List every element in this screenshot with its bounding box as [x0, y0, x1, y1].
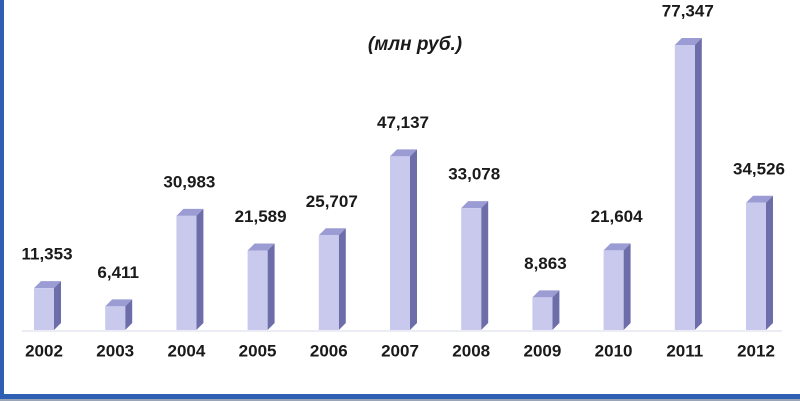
bar [461, 208, 482, 330]
bar-side [552, 290, 560, 330]
x-tick-label: 2007 [381, 341, 419, 360]
bar-top [532, 290, 560, 298]
x-tick-label: 2002 [25, 341, 63, 360]
data-label: 11,353 [21, 245, 72, 264]
bar-top [746, 195, 773, 203]
frame-bottom [0, 394, 800, 399]
bar-side [267, 243, 275, 330]
data-label: 33,078 [448, 165, 500, 184]
subtitle: (млн руб.) [368, 34, 462, 55]
x-tick-label: 2012 [737, 341, 775, 360]
bar-side [481, 201, 489, 330]
bar [105, 306, 126, 330]
bar-side [766, 195, 773, 330]
bar [746, 202, 766, 330]
data-label: 6,411 [97, 263, 139, 282]
bar [247, 250, 268, 330]
data-label: 21,589 [235, 207, 287, 226]
bar-top [34, 281, 61, 289]
bar-top [318, 228, 346, 236]
data-label: 21,604 [591, 207, 644, 226]
bar-top [674, 38, 702, 45]
bar-side [410, 149, 417, 330]
bar-side [54, 281, 61, 330]
x-tick-label: 2011 [666, 341, 703, 360]
bar-side [125, 299, 133, 330]
bar-side [694, 38, 702, 330]
x-tick-label: 2005 [239, 341, 277, 360]
data-label: 8,863 [524, 254, 567, 273]
frame-left [0, 0, 4, 401]
x-tick-label: 2006 [310, 341, 348, 360]
bar [674, 45, 695, 330]
x-tick-label: 2010 [595, 341, 633, 360]
data-label: 47,137 [377, 113, 429, 132]
x-tick-label: 2003 [96, 341, 134, 360]
x-tick-label: 2004 [167, 341, 205, 360]
bar-top [390, 149, 417, 157]
data-label: 25,707 [306, 192, 358, 211]
bar-top [176, 208, 204, 216]
bar-side [196, 208, 204, 330]
bar-top [603, 243, 631, 251]
bar-top [461, 201, 489, 209]
bar [176, 215, 197, 330]
x-tick-label: 2009 [523, 341, 561, 360]
bar-top [105, 299, 133, 307]
frame-bottom-edge [0, 399, 800, 401]
bar-side [338, 228, 346, 330]
bar [603, 250, 624, 330]
bar [532, 297, 553, 330]
bar-top [247, 243, 275, 251]
bar [390, 156, 410, 330]
data-label: 77,347 [662, 1, 714, 20]
bar [34, 288, 54, 330]
bar-side [623, 243, 631, 330]
data-label: 34,526 [733, 159, 785, 178]
x-tick-label: 2008 [452, 341, 490, 360]
data-label: 30,983 [163, 172, 215, 191]
bar [318, 235, 339, 330]
